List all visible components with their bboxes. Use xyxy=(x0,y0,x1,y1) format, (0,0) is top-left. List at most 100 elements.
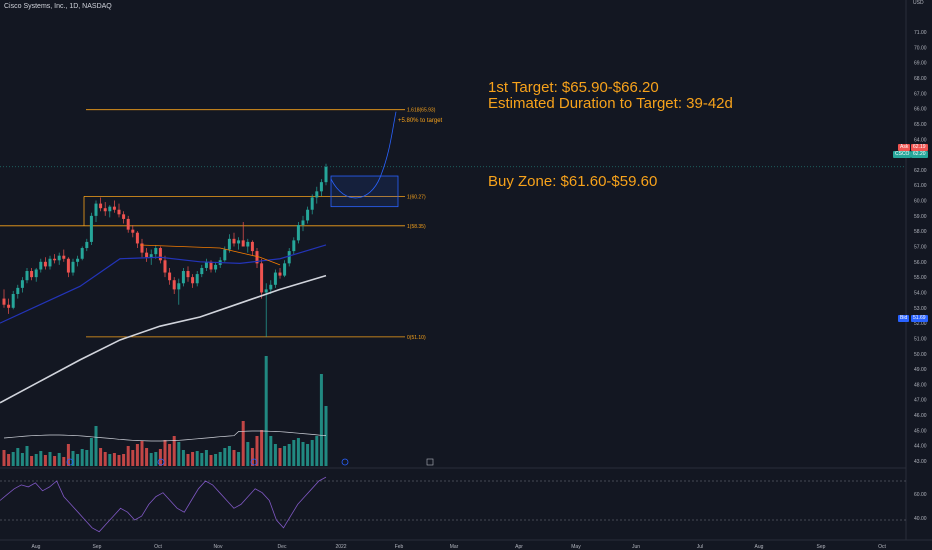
symbol-title: Cisco Systems, Inc., 1D, NASDAQ xyxy=(4,3,112,10)
volume-bar xyxy=(204,450,208,466)
dividend-icon xyxy=(426,458,434,466)
candle-body xyxy=(204,261,208,268)
volume-bar xyxy=(181,450,185,466)
fib-level-label: 0(51.10) xyxy=(407,335,426,341)
price-tick-label: 53.00 xyxy=(914,306,927,312)
price-tick-label: 64.00 xyxy=(914,137,927,143)
volume-bar xyxy=(80,449,84,466)
candle-body xyxy=(154,248,158,255)
price-tick-label: 45.00 xyxy=(914,428,927,434)
ma-50-line xyxy=(0,244,327,324)
price-tick-label: 56.00 xyxy=(914,260,927,266)
candle-body xyxy=(186,271,190,278)
fib-level-label: 1.618(65.93) xyxy=(407,108,436,114)
volume-bar xyxy=(25,446,29,466)
candle-body xyxy=(269,284,273,290)
candle-body xyxy=(39,261,43,270)
candle-body xyxy=(324,166,328,183)
volume-bar xyxy=(39,451,43,466)
volume-bar xyxy=(287,444,291,466)
candle-body xyxy=(214,264,218,270)
time-tick-label: Feb xyxy=(395,544,404,550)
csco-tag-label: CSCO xyxy=(893,151,912,158)
buy-zone-annotation: Buy Zone: $61.60-$59.60 xyxy=(488,173,658,190)
candle-body xyxy=(89,215,93,242)
volume-bar xyxy=(145,448,149,466)
price-tick-label: 71.00 xyxy=(914,30,927,36)
volume-bar xyxy=(191,452,195,466)
price-tick-label: 58.00 xyxy=(914,229,927,235)
time-tick-label: Sep xyxy=(817,544,826,550)
target-annotation: 1st Target: $65.90-$66.20 xyxy=(488,79,659,96)
duration-annotation: Estimated Duration to Target: 39-42d xyxy=(488,95,733,112)
candle-body xyxy=(232,238,236,244)
volume-bar xyxy=(20,453,24,466)
volume-bar xyxy=(53,456,57,466)
candle-body xyxy=(246,241,250,247)
candle-body xyxy=(30,271,34,278)
time-tick-label: Dec xyxy=(278,544,287,550)
price-tick-label: 50.00 xyxy=(914,352,927,358)
volume-bar xyxy=(264,356,268,466)
volume-bar xyxy=(117,455,121,466)
volume-bar xyxy=(324,406,328,466)
price-tick-label: 49.00 xyxy=(914,367,927,373)
volume-bar xyxy=(315,436,319,466)
price-tick-label: 62.00 xyxy=(914,168,927,174)
volume-bar xyxy=(16,448,20,466)
candle-body xyxy=(168,272,172,281)
ask-tag-value: 62.19 xyxy=(911,144,928,151)
candle-body xyxy=(140,243,144,253)
volume-bar xyxy=(76,454,80,466)
candle-body xyxy=(25,271,29,281)
time-tick-label: Aug xyxy=(32,544,41,550)
candle-body xyxy=(278,272,282,276)
candle-body xyxy=(260,263,264,293)
candle-body xyxy=(57,255,61,261)
event-icon xyxy=(250,458,258,466)
volume-bar xyxy=(278,448,282,466)
volume-bar xyxy=(62,457,66,466)
volume-bar xyxy=(149,453,153,466)
ma-200-line xyxy=(0,274,327,404)
volume-bar xyxy=(112,453,116,466)
volume-bar xyxy=(154,452,158,466)
candle-body xyxy=(131,229,135,233)
candle-body xyxy=(112,206,116,210)
price-tick-label: 60.00 xyxy=(914,199,927,205)
candle-body xyxy=(177,283,181,290)
volume-bar xyxy=(7,454,11,466)
candle-body xyxy=(53,258,57,261)
price-tick-label: 68.00 xyxy=(914,76,927,82)
volume-bar xyxy=(260,430,264,466)
volume-bar xyxy=(310,440,314,466)
volume-bar xyxy=(292,440,296,466)
price-tick-label: 54.00 xyxy=(914,290,927,296)
candle-body xyxy=(296,225,300,241)
candle-body xyxy=(43,261,47,267)
candle-body xyxy=(11,293,15,308)
volume-bar xyxy=(227,446,231,466)
time-tick-label: Sep xyxy=(93,544,102,550)
candle-body xyxy=(117,209,121,215)
volume-bar xyxy=(200,453,204,466)
price-axis-unit: USD xyxy=(913,0,924,6)
time-tick-label: Nov xyxy=(214,544,223,550)
time-tick-label: Oct xyxy=(154,544,162,550)
time-tick-label: Aug xyxy=(755,544,764,550)
volume-bar xyxy=(94,426,98,466)
volume-bar xyxy=(66,444,70,466)
volume-bar xyxy=(241,421,245,466)
rsi-line xyxy=(0,476,327,533)
candle-body xyxy=(145,252,149,258)
time-tick-label: Mar xyxy=(450,544,459,550)
candle-body xyxy=(163,260,167,273)
candle-body xyxy=(181,271,185,284)
time-tick-label: Apr xyxy=(515,544,523,550)
price-tick-label: 43.00 xyxy=(914,459,927,465)
volume-bar xyxy=(135,444,139,466)
volume-bar xyxy=(269,436,273,466)
time-tick-label: May xyxy=(571,544,581,550)
price-tick-label: 52.00 xyxy=(914,321,927,327)
